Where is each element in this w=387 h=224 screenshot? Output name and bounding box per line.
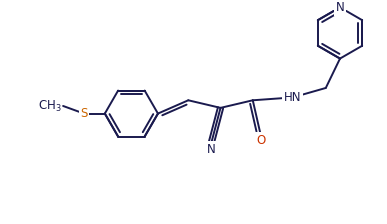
Text: CH$_3$: CH$_3$ [38,98,61,114]
Text: N: N [207,143,216,156]
Text: O: O [257,134,266,147]
Text: HN: HN [284,91,301,104]
Text: S: S [80,107,88,120]
Text: N: N [336,1,344,14]
